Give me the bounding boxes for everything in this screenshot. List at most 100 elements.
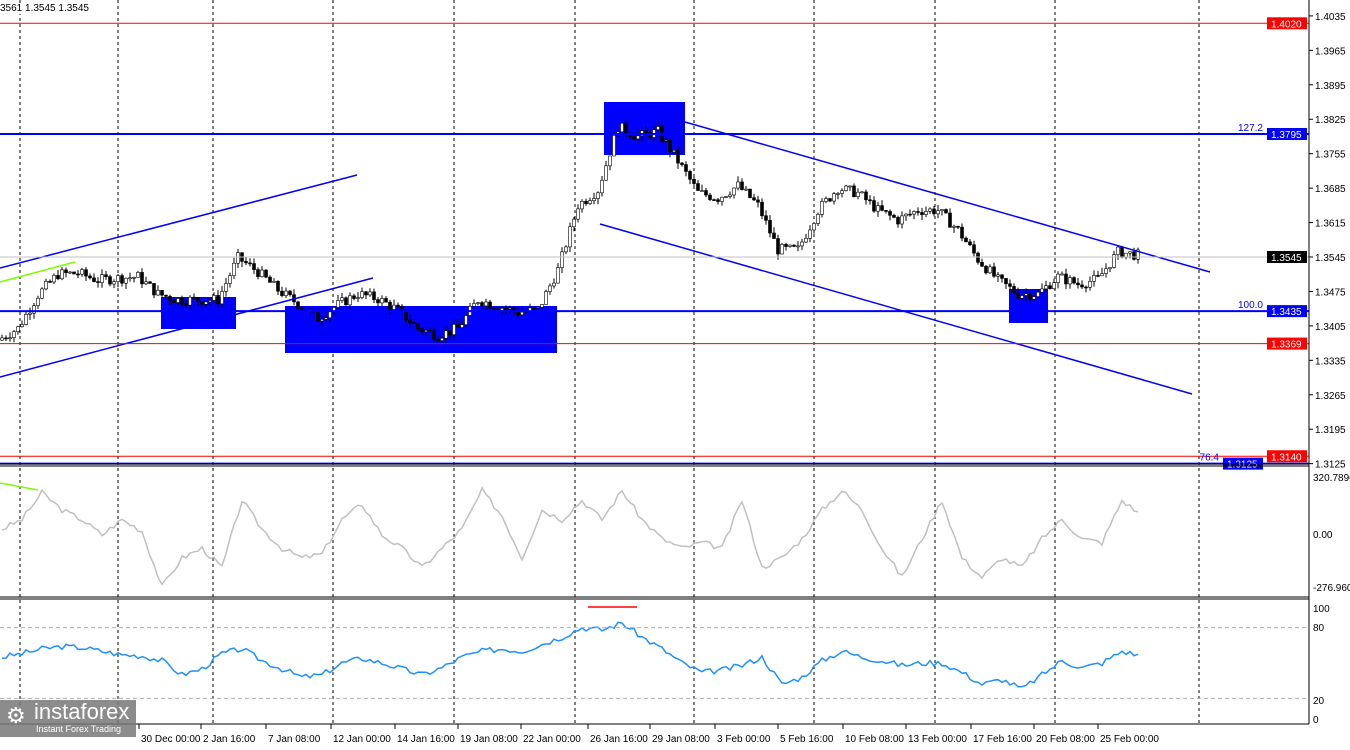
candle [576,208,580,220]
candle [260,269,264,277]
osc-tick-label: 20 [1313,696,1325,707]
candle [588,200,592,204]
candle [24,314,28,325]
candle [484,301,488,307]
level-tag [1267,337,1307,350]
candle [1020,295,1024,299]
candle [100,274,104,283]
level-tag-label: 1.3435 [1271,307,1302,318]
logo-tagline: Instant Forex Trading [36,724,122,734]
candle [480,302,484,307]
candle [940,209,944,211]
candle [212,295,216,301]
time-label: 29 Jan 08:00 [652,734,710,745]
fib-level-label: 100.0 [1238,300,1263,311]
fib-level-label: 76.4 [1200,453,1220,464]
candle [904,213,908,217]
level-tag [1267,128,1307,140]
candle [220,291,224,305]
candle [580,201,584,210]
candle [872,200,876,212]
support-resistance-zones [161,102,1048,353]
candle [224,283,228,292]
candle [92,277,96,282]
candle [948,212,952,228]
candle [456,324,460,328]
candle [60,269,64,280]
candle [396,304,400,307]
candle [684,164,688,172]
candle [228,275,232,284]
candle [532,307,536,310]
time-label: 13 Feb 00:00 [908,734,967,745]
price-tick-label: 1.3965 [1315,46,1346,57]
candle [724,196,728,198]
time-label: 7 Jan 08:00 [268,734,321,745]
price-tick-label: 1.3335 [1315,356,1346,367]
candle [408,319,412,324]
candle [944,209,948,214]
candle [636,135,640,140]
candle [188,296,192,306]
candle [568,226,572,248]
price-tick-label: 1.3685 [1315,184,1346,195]
channel-down-upper[interactable] [684,121,1211,273]
candle [896,217,900,225]
candle [716,199,720,202]
candle [124,277,128,284]
candle [688,171,692,180]
candle [40,288,44,299]
candle [148,281,152,284]
time-label: 10 Feb 08:00 [845,734,904,745]
candle [712,199,716,201]
candle [740,181,744,190]
candle [852,185,856,198]
candle [564,246,568,253]
candle [48,281,52,283]
price-tick-label: 1.3895 [1315,81,1346,92]
candle [80,269,84,275]
oscillator-line [1,486,1139,586]
candle [128,277,132,280]
candle [64,269,68,274]
time-label: 20 Feb 08:00 [1036,734,1095,745]
channel-down-lower[interactable] [599,223,1193,395]
candle [116,275,120,282]
price-tick-label: 1.3825 [1315,115,1346,126]
candle [696,183,700,191]
candle [816,214,820,224]
price-tick-label: 1.3195 [1315,425,1346,436]
candle [324,317,328,320]
candle [1052,282,1056,289]
candle [300,307,304,310]
candle [348,295,352,306]
level-tag [1267,17,1307,30]
candle [272,281,276,283]
osc-tick-label: 100 [1313,604,1330,615]
candle [1120,246,1124,258]
candle [632,136,636,140]
level-tag [1267,305,1307,318]
cci-panel: 320.7896 0.00 -276.9603 [1,473,1350,594]
candle [400,305,404,310]
stochastic-panel: 100 80 20 0 [0,604,1330,726]
candle [136,272,140,278]
current-price-tag [1267,251,1307,263]
candle [112,281,116,285]
grid [19,0,1200,724]
candle [144,281,148,285]
candle [1008,283,1012,287]
candle [760,201,764,217]
time-label: 14 Jan 16:00 [397,734,455,745]
channel-up-upper[interactable] [0,174,358,269]
candle [256,269,260,277]
candle [276,281,280,292]
time-label: 26 Jan 16:00 [590,734,648,745]
candle [884,210,888,212]
level-tag-label: 1.3140 [1271,452,1302,463]
channel-up-lower[interactable] [0,277,374,378]
time-label: 2 Jan 16:00 [203,734,256,745]
candle [792,244,796,247]
candle [892,214,896,218]
